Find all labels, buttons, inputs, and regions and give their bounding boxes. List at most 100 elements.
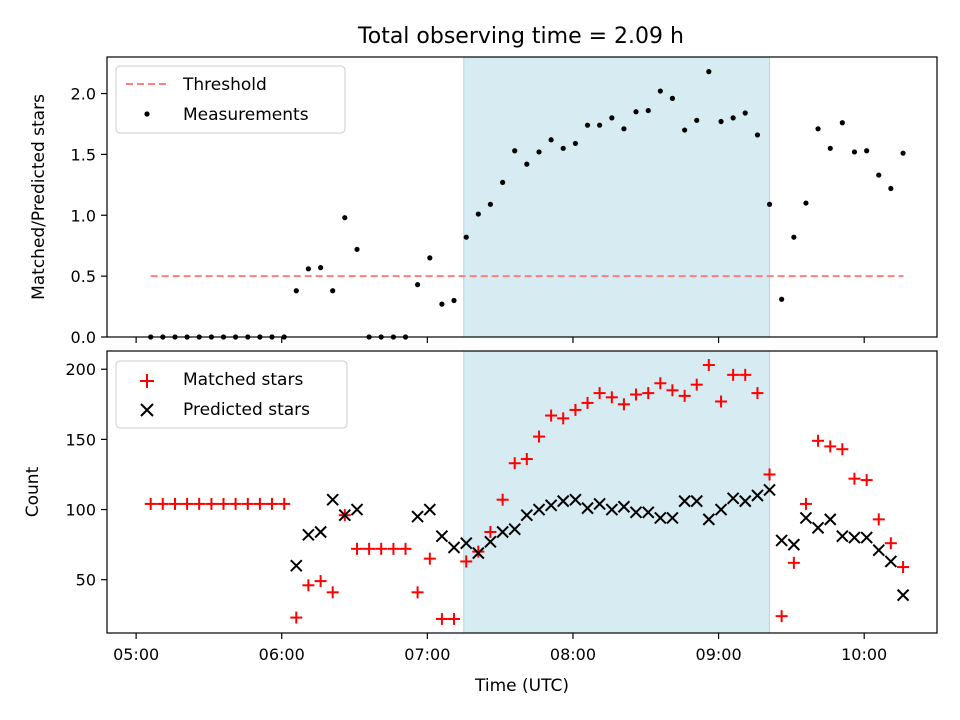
matched-star-point [229, 497, 242, 510]
predicted-star-point [302, 528, 315, 541]
matched-star-point [326, 586, 339, 599]
legend-measurements-swatch [144, 111, 150, 117]
matched-star-point [447, 612, 460, 625]
predicted-star-point [581, 501, 594, 515]
top-y-axis-label: Matched/Predicted stars [29, 94, 49, 300]
measurement-point [779, 296, 785, 302]
predicted-star-point [411, 510, 424, 523]
x-axis-label: Time (UTC) [474, 676, 569, 696]
matched-star-point [751, 387, 764, 400]
measurement-point [803, 200, 809, 206]
matched-star-point [241, 497, 254, 510]
top-legend-box [115, 65, 346, 134]
measurement-point [451, 297, 457, 304]
measurement-point [694, 117, 700, 123]
measurement-point [548, 137, 554, 143]
matched-star-point [860, 474, 873, 487]
matched-star-point [739, 368, 752, 381]
y-tick-label: 200 [65, 360, 96, 379]
measurement-point [572, 140, 579, 147]
measurement-point [791, 234, 797, 240]
predicted-star-point [350, 503, 364, 516]
y-tick-label: 100 [65, 501, 96, 520]
matched-star-point [581, 396, 594, 409]
measurement-point [463, 234, 469, 240]
predicted-star-point [654, 511, 667, 525]
matched-star-point [351, 542, 364, 555]
matched-stars-series [144, 359, 910, 625]
matched-star-point [181, 497, 194, 510]
matched-star-point [812, 434, 825, 447]
measurement-point [839, 120, 845, 126]
y-tick-label: 1.5 [71, 145, 96, 164]
matched-star-point [156, 497, 169, 510]
y-tick-label: 50 [76, 571, 96, 590]
x-tick-label: 06:00 [259, 645, 305, 664]
matched-star-point [533, 430, 546, 443]
x-tick-label: 10:00 [841, 645, 887, 664]
legend-measurements-label: Measurements [183, 105, 309, 125]
y-tick-label: 0.5 [71, 267, 96, 286]
matched-star-point [799, 497, 812, 510]
predicted-star-point [484, 535, 497, 549]
matched-star-point [278, 497, 291, 510]
measurement-point [318, 265, 324, 271]
measurement-point [815, 126, 821, 132]
x-tick-label: 08:00 [550, 645, 596, 664]
matched-star-point [217, 497, 230, 510]
bottom-y-axis-ticks: 50 100 150 200 [65, 360, 107, 590]
matched-star-point [144, 497, 157, 510]
matched-star-point [460, 555, 473, 568]
predicted-star-point [447, 541, 461, 554]
measurement-point [512, 148, 518, 154]
predicted-star-point [472, 546, 485, 560]
predicted-star-point [617, 500, 631, 513]
predicted-star-point [629, 506, 643, 519]
matched-star-point [872, 513, 885, 526]
matched-star-point [763, 468, 776, 481]
predicted-star-point [290, 559, 303, 572]
matched-star-point [484, 525, 497, 538]
matched-star-point [605, 391, 618, 404]
predicted-star-point [739, 494, 752, 508]
predicted-star-point [811, 521, 825, 534]
predicted-star-point [872, 544, 885, 557]
predicted-star-point [338, 508, 351, 522]
measurement-point [597, 122, 603, 128]
measurement-point [682, 127, 688, 133]
measurement-point [633, 109, 639, 115]
predicted-star-point [763, 483, 776, 497]
measurement-point [439, 301, 445, 307]
predicted-star-point [690, 494, 703, 508]
matched-star-point [399, 542, 412, 555]
predicted-star-point [799, 511, 813, 525]
measurement-point [706, 69, 712, 75]
matched-star-point [545, 409, 558, 422]
matched-star-point [593, 387, 606, 400]
predicted-star-point [435, 529, 449, 543]
predicted-star-point [714, 503, 728, 516]
observing-window-span-top [463, 57, 770, 337]
top-x-axis-ticks [135, 337, 865, 343]
predicted-star-point [775, 534, 788, 547]
predicted-star-point [896, 588, 910, 602]
measurement-point [560, 145, 566, 151]
predicted-star-point [666, 511, 679, 525]
matched-star-point [884, 537, 897, 550]
predicted-star-point [605, 503, 619, 516]
predicted-star-point [569, 493, 582, 506]
matched-star-point [508, 457, 521, 470]
measurement-point [645, 107, 651, 114]
legend-predicted-swatch [140, 403, 154, 417]
predicted-star-point [557, 494, 570, 508]
matched-star-point [690, 378, 703, 391]
x-tick-label: 09:00 [696, 645, 742, 664]
predicted-star-point [726, 492, 740, 505]
matched-star-point [666, 384, 679, 397]
matched-star-point [848, 472, 861, 485]
matched-star-point [557, 412, 570, 425]
measurement-point [584, 122, 591, 128]
matched-star-point [411, 586, 424, 599]
matched-star-point [678, 389, 691, 402]
